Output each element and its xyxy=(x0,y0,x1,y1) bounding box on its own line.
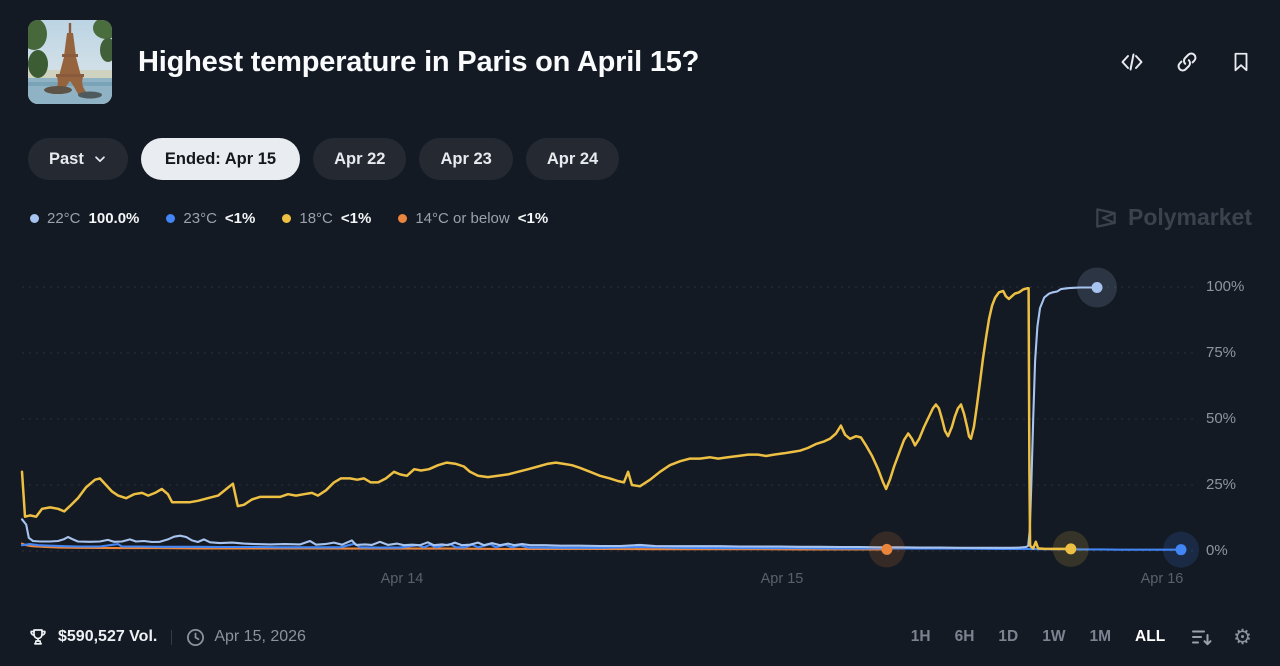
legend-item-14-c-or-below[interactable]: 14°C or below <1% xyxy=(398,210,548,227)
volume-label: $590,527 Vol. xyxy=(58,628,158,645)
series-line-22-c xyxy=(20,286,1099,549)
polymarket-watermark: Polymarket xyxy=(1093,204,1252,231)
tab-apr-23[interactable]: Apr 23 xyxy=(419,138,513,180)
divider xyxy=(171,629,173,645)
legend-value: 100.0% xyxy=(88,210,140,227)
legend-item-18-c[interactable]: 18°C <1% xyxy=(282,210,371,227)
end-dot-14-c-or-below xyxy=(881,543,893,555)
time-range-selector: 1H 6H 1D 1W 1M ALL xyxy=(911,628,1165,646)
sort-list-icon[interactable] xyxy=(1191,627,1213,647)
chevron-down-icon xyxy=(95,156,105,163)
legend-value: <1% xyxy=(517,210,549,227)
chart-tools: ⚙ xyxy=(1191,627,1252,648)
y-tick-50: 50% xyxy=(1206,410,1237,427)
range-6h[interactable]: 6H xyxy=(954,628,975,645)
chart-legend: 22°C 100.0% 23°C <1% 18°C <1% 14°C or below <1% xyxy=(30,210,548,227)
page-title: Highest temperature in Paris on April 15… xyxy=(138,45,700,78)
range-1w[interactable]: 1W xyxy=(1042,628,1066,645)
trophy-icon xyxy=(30,629,46,645)
x-tick-apr-15: Apr 15 xyxy=(760,571,804,587)
end-date-label: Apr 15, 2026 xyxy=(214,628,306,645)
legend-label: 22°C xyxy=(47,210,81,227)
tab-ended-apr-15[interactable]: Ended: Apr 15 xyxy=(140,138,301,180)
settings-gear-icon[interactable]: ⚙ xyxy=(1233,625,1252,649)
legend-dot-14-c-or-below xyxy=(398,214,408,223)
legend-item-23-c[interactable]: 23°C <1% xyxy=(166,210,255,227)
legend-label: 14°C or below xyxy=(415,210,510,227)
clock-icon xyxy=(187,628,205,646)
legend-dot-18-c xyxy=(282,214,292,223)
eiffel-tower-image xyxy=(28,20,112,104)
y-tick-75: 75% xyxy=(1206,344,1237,361)
legend-dot-23-c xyxy=(166,214,176,223)
bookmark-icon[interactable] xyxy=(1230,50,1252,74)
y-tick-100: 100% xyxy=(1206,278,1245,295)
tab-apr-24[interactable]: Apr 24 xyxy=(525,138,620,180)
market-header: Highest temperature in Paris on April 15… xyxy=(28,20,1252,104)
polymarket-logo-icon xyxy=(1096,207,1116,228)
x-tick-apr-14: Apr 14 xyxy=(380,571,424,587)
legend-value: <1% xyxy=(224,210,256,227)
end-dot-18-c xyxy=(1065,543,1077,555)
legend-value: <1% xyxy=(340,210,372,227)
copy-link-icon[interactable] xyxy=(1175,50,1199,74)
watermark-label: Polymarket xyxy=(1127,204,1252,230)
legend-item-22-c[interactable]: 22°C 100.0% xyxy=(30,210,139,227)
series-line-14-c-or-below xyxy=(20,542,888,551)
range-all[interactable]: ALL xyxy=(1135,628,1166,645)
y-tick-25: 25% xyxy=(1206,476,1237,493)
range-1m[interactable]: 1M xyxy=(1089,628,1112,645)
outcome-tabs: Past Ended: Apr 15 Apr 22 Apr 23 Apr 24 xyxy=(28,138,620,180)
market-thumbnail xyxy=(28,20,112,104)
embed-code-icon[interactable] xyxy=(1120,50,1144,74)
end-dot-23-c xyxy=(1175,544,1187,556)
legend-dot-22-c xyxy=(30,214,39,223)
range-1d[interactable]: 1D xyxy=(998,628,1019,645)
header-actions xyxy=(1120,50,1252,74)
past-dropdown[interactable]: Past xyxy=(28,138,128,180)
series-line-18-c xyxy=(20,287,1073,551)
legend-label: 18°C xyxy=(299,210,333,227)
x-tick-apr-16: Apr 16 xyxy=(1140,571,1184,587)
range-1h[interactable]: 1H xyxy=(910,628,931,645)
legend-label: 23°C xyxy=(183,210,217,227)
tab-apr-22[interactable]: Apr 22 xyxy=(313,138,407,180)
chart-footer: $590,527 Vol. Apr 15, 2026 1H 6H 1D 1W 1M ALL… xyxy=(28,622,1252,652)
y-tick-0: 0% xyxy=(1206,542,1228,559)
end-dot-22-c xyxy=(1091,282,1103,294)
past-dropdown-label: Past xyxy=(49,149,84,168)
